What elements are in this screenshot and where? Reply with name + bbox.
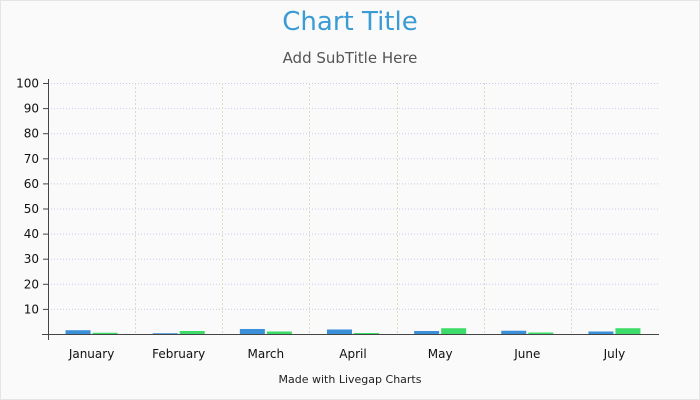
chart-footer: Made with Livegap Charts bbox=[278, 373, 422, 386]
y-tick-label: 50 bbox=[24, 202, 39, 216]
x-tick-label: May bbox=[428, 347, 453, 361]
bar-1-april[interactable] bbox=[326, 329, 352, 334]
y-tick-label: 20 bbox=[24, 277, 39, 291]
y-tick-label: 40 bbox=[24, 227, 39, 241]
bar-2-july[interactable] bbox=[615, 328, 641, 334]
x-tick-label: April bbox=[339, 347, 366, 361]
bar-1-june[interactable] bbox=[501, 330, 527, 334]
bar-1-may[interactable] bbox=[414, 330, 440, 334]
x-tick-labels: January February March April May June July bbox=[68, 347, 625, 361]
bar-2-june[interactable] bbox=[528, 332, 554, 334]
bar-1-january[interactable] bbox=[65, 330, 91, 334]
y-tick-label: 80 bbox=[24, 127, 39, 141]
x-tick-label: January bbox=[68, 347, 115, 361]
bar-1-march[interactable] bbox=[239, 328, 265, 334]
bar-1-july[interactable] bbox=[588, 331, 614, 334]
y-tick-labels: 10 20 30 40 50 60 70 80 90 100 bbox=[16, 77, 39, 317]
bar-1-february[interactable] bbox=[152, 333, 178, 334]
axes bbox=[42, 79, 659, 340]
bar-2-may[interactable] bbox=[441, 328, 467, 334]
y-tick-label: 30 bbox=[24, 252, 39, 266]
y-tick-label: 90 bbox=[24, 102, 39, 116]
grid-lines bbox=[48, 83, 658, 334]
bars bbox=[65, 328, 641, 334]
x-tick-label: June bbox=[513, 347, 540, 361]
y-tick-label: 60 bbox=[24, 177, 39, 191]
x-tick-label: February bbox=[152, 347, 205, 361]
chart-subtitle: Add SubTitle Here bbox=[282, 49, 418, 67]
bar-2-april[interactable] bbox=[354, 332, 380, 334]
x-tick-label: March bbox=[248, 347, 285, 361]
bar-2-january[interactable] bbox=[92, 332, 118, 334]
chart-title: Chart Title bbox=[282, 7, 418, 37]
y-tick-label: 70 bbox=[24, 152, 39, 166]
y-tick-label: 100 bbox=[16, 77, 39, 91]
bar-2-march[interactable] bbox=[266, 331, 292, 334]
x-tick-label: July bbox=[603, 347, 626, 361]
y-tick-label: 10 bbox=[24, 302, 39, 316]
bar-2-february[interactable] bbox=[179, 330, 205, 334]
